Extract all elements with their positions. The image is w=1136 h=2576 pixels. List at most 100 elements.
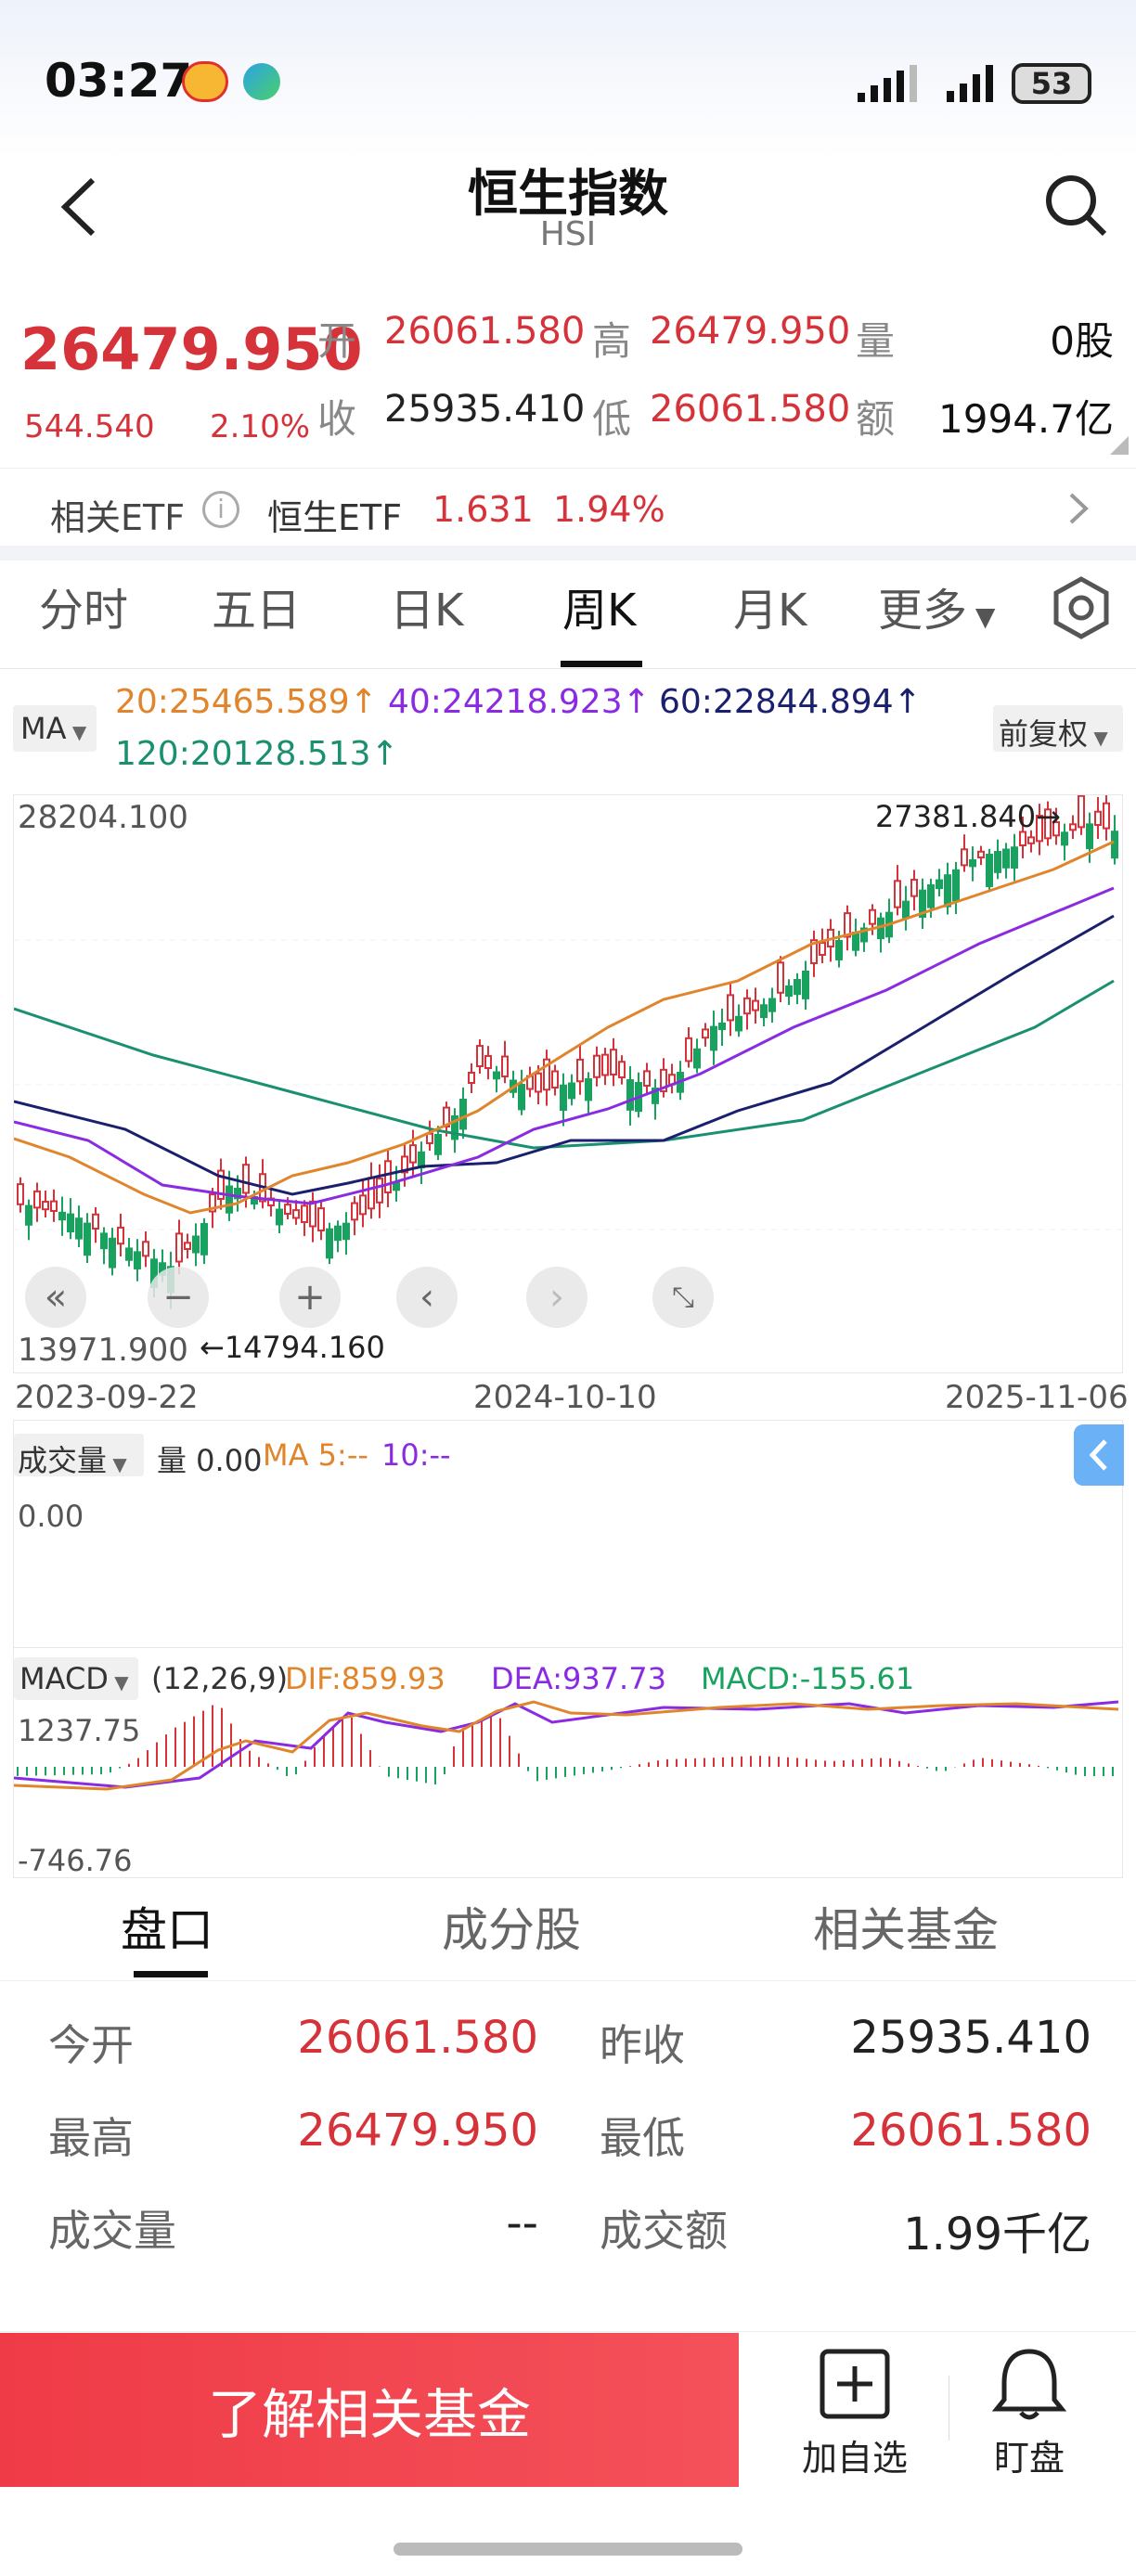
candle-body [142, 1241, 149, 1257]
tab-more[interactable]: 更多 ▼ [878, 573, 995, 638]
tab-more-label: 更多 [878, 585, 968, 637]
candle-body [1011, 846, 1018, 869]
candle-body [484, 1054, 492, 1070]
candle-body [702, 1028, 709, 1039]
back-icon[interactable] [52, 174, 108, 239]
candle-body [351, 1202, 358, 1221]
candle-body [443, 1106, 450, 1128]
candle-body [944, 874, 951, 908]
scroll-left-icon[interactable]: ‹ [396, 1267, 458, 1328]
candle-body [242, 1164, 250, 1194]
candle-body [727, 994, 734, 1022]
add-watchlist-label: 加自选 [801, 2438, 908, 2479]
page-title: 恒生指数 [468, 164, 668, 223]
scroll-right-icon[interactable]: › [526, 1267, 587, 1328]
volume-current: 量 0.00 [157, 1443, 263, 1478]
tab-five-day[interactable]: 五日 [212, 585, 302, 637]
candle-body [710, 1025, 717, 1051]
home-indicator [394, 2543, 742, 2556]
candle-body [543, 1058, 550, 1091]
candle-body [125, 1247, 133, 1261]
scroll-left-fast-icon[interactable]: « [25, 1267, 86, 1328]
page-subtitle: HSI [539, 215, 597, 253]
macd-panel[interactable]: MACD ▼ (12,26,9) DIF:859.93 DEA:937.73 M… [13, 1648, 1123, 1878]
tab-daily-k[interactable]: 日K [390, 585, 464, 637]
macd-min-label: -746.76 [18, 1843, 133, 1878]
candle-body [869, 908, 876, 925]
candle-body [42, 1201, 49, 1211]
last-price: 26479.950 [20, 316, 363, 383]
candle-body [852, 932, 859, 951]
info-icon[interactable]: i [202, 491, 239, 528]
kline-svg [14, 795, 1124, 1309]
volume-ma5: MA 5:-- [263, 1437, 368, 1473]
kline-chart[interactable]: 28204.100 27381.840→ 13971.900 ←14794.16… [13, 794, 1124, 1373]
candle-body [409, 1144, 417, 1164]
adjust-select[interactable]: 前复权 ▼ [993, 705, 1123, 752]
tab-intraday[interactable]: 分时 [39, 585, 129, 637]
chevron-right-icon[interactable] [1064, 485, 1091, 532]
macd-select-label: MACD [19, 1661, 109, 1696]
macd-dea: DEA:937.73 [491, 1661, 666, 1696]
macd-select[interactable]: MACD ▼ [14, 1657, 138, 1700]
candle-body [175, 1232, 183, 1263]
tab-quote-detail[interactable]: 盘口 [121, 1903, 213, 1957]
candle-body [326, 1228, 333, 1259]
collapse-icon[interactable] [1074, 1424, 1124, 1486]
tab-weekly-k[interactable]: 周K [562, 585, 637, 637]
settings-icon[interactable] [1049, 575, 1114, 640]
candle-body [493, 1071, 500, 1080]
browser-icon [243, 63, 280, 100]
fullscreen-icon[interactable]: ⤡ [652, 1267, 714, 1328]
macd-params: (12,26,9) [151, 1661, 289, 1696]
tab-related-funds[interactable]: 相关基金 [813, 1903, 999, 1957]
divider [0, 1980, 1136, 1981]
caret-down-icon: ▼ [1088, 727, 1108, 749]
add-watchlist-button[interactable]: 加自选 [785, 2346, 924, 2479]
detail-high-value: 26479.950 [297, 2105, 538, 2157]
price-change-pct: 2.10% [210, 408, 311, 445]
candle-body [100, 1232, 108, 1250]
candle-body [468, 1072, 475, 1085]
kline-high-mark: 27381.840→ [875, 799, 1061, 834]
zoom-in-icon[interactable]: + [279, 1267, 341, 1328]
candle-body [17, 1183, 24, 1205]
candle-body [894, 880, 901, 908]
search-icon[interactable] [1043, 173, 1108, 238]
candle-body [359, 1194, 367, 1216]
macd-svg [14, 1700, 1119, 1791]
etf-row[interactable]: 相关ETF i 恒生ETF 1.631 1.94% [0, 468, 1136, 546]
candle-body [760, 1004, 768, 1019]
close-value: 25935.410 [384, 388, 586, 431]
candle-body [184, 1242, 191, 1250]
candle-body [961, 848, 968, 867]
candle-body [1103, 802, 1110, 830]
detail-prev-label: 昨收 [600, 2020, 685, 2070]
volume-select[interactable]: 成交量 ▼ [14, 1434, 144, 1478]
ma-select-label: MA [20, 711, 67, 746]
price-change: 544.540 [24, 408, 155, 445]
open-value: 26061.580 [384, 310, 586, 353]
etf-price: 1.631 [432, 489, 534, 530]
candle-body [844, 912, 851, 938]
candle-body [1078, 795, 1085, 829]
ma-select[interactable]: MA ▼ [13, 705, 97, 752]
tab-monthly-k[interactable]: 月K [733, 585, 807, 637]
candle-body [33, 1190, 41, 1209]
dif-line [14, 1700, 1119, 1791]
tab-constituents[interactable]: 成分股 [442, 1903, 581, 1957]
candle-body [1027, 836, 1035, 844]
learn-fund-button[interactable]: 了解相关基金 [0, 2333, 739, 2487]
detail-amt-value: 1.99千亿 [903, 2209, 1091, 2260]
candle-body [1111, 831, 1118, 859]
zoom-out-icon[interactable]: − [148, 1267, 209, 1328]
candle-body [209, 1193, 216, 1213]
candle-body [451, 1115, 458, 1140]
candle-body [743, 997, 751, 1015]
candle-body [426, 1132, 433, 1145]
watch-alert-button[interactable]: 盯盘 [960, 2346, 1099, 2479]
candle-body [368, 1177, 375, 1210]
candle-body [301, 1204, 308, 1223]
candle-body [200, 1223, 208, 1256]
volume-ma10: 10:-- [381, 1437, 451, 1473]
